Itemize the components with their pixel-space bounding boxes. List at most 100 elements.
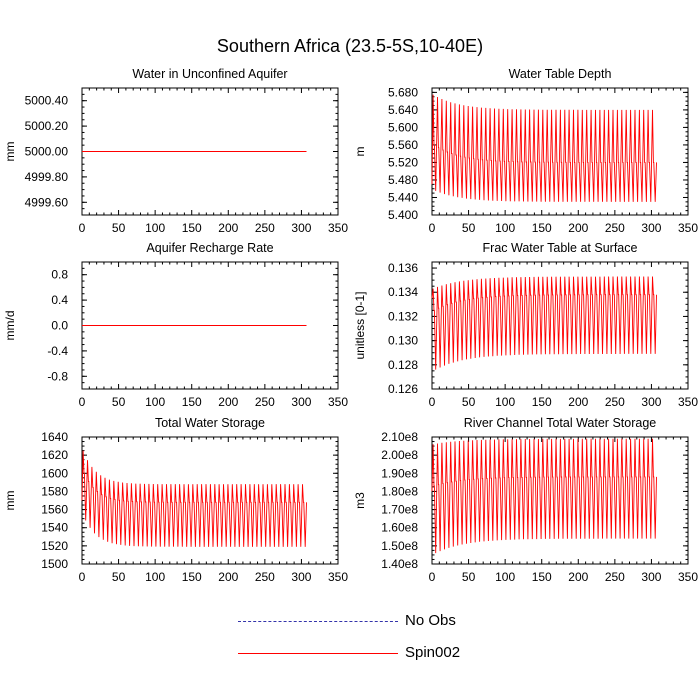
y-tick-label: 5.640 bbox=[388, 103, 418, 117]
y-tick-label: 0.132 bbox=[388, 309, 418, 323]
y-tick-label: 5000.40 bbox=[25, 94, 69, 108]
y-tick-label: 2.10e8 bbox=[381, 430, 418, 444]
y-tick-label: 1.80e8 bbox=[381, 484, 418, 498]
panel-title: Water Table Depth bbox=[509, 67, 612, 81]
legend-label-no-obs: No Obs bbox=[405, 612, 456, 629]
x-tick-label: 250 bbox=[605, 395, 625, 409]
y-tick-label: 5.440 bbox=[388, 190, 418, 204]
x-tick-label: 250 bbox=[255, 395, 275, 409]
y-tick-label: 1.90e8 bbox=[381, 466, 418, 480]
x-tick-label: 200 bbox=[568, 395, 588, 409]
x-tick-label: 350 bbox=[328, 221, 348, 235]
y-tick-label: 5000.00 bbox=[25, 145, 69, 159]
x-tick-label: 100 bbox=[495, 221, 515, 235]
chart-panel-2: Water Table Depth 0 50 100 150 200 250 300 350 5.… bbox=[353, 67, 698, 235]
chart-panel-3: Aquifer Recharge Rate 0 50 100 150 200 250 300 3… bbox=[3, 241, 348, 409]
panel-title: Total Water Storage bbox=[155, 416, 265, 430]
series-line-spin002 bbox=[431, 438, 657, 554]
y-tick-label: 1560 bbox=[41, 503, 68, 517]
x-tick-label: 350 bbox=[678, 395, 698, 409]
x-tick-label: 50 bbox=[462, 221, 476, 235]
y-tick-label: 5.400 bbox=[388, 208, 418, 222]
y-axis-label: m3 bbox=[353, 492, 367, 509]
x-tick-label: 0 bbox=[429, 395, 436, 409]
y-tick-label: 1500 bbox=[41, 557, 68, 571]
y-tick-label: 1.50e8 bbox=[381, 539, 418, 553]
x-tick-label: 100 bbox=[495, 395, 515, 409]
legend-swatch-no-obs bbox=[238, 621, 398, 622]
panel-title: Water in Unconfined Aquifer bbox=[132, 67, 287, 81]
y-tick-label: 4999.60 bbox=[25, 195, 69, 209]
panel-title: Frac Water Table at Surface bbox=[483, 241, 638, 255]
x-tick-label: 250 bbox=[255, 221, 275, 235]
y-tick-label: 5.480 bbox=[388, 173, 418, 187]
x-tick-label: 50 bbox=[462, 395, 476, 409]
y-tick-label: 0.134 bbox=[388, 285, 418, 299]
y-axis-label: unitless [0-1] bbox=[353, 291, 367, 359]
x-tick-label: 0 bbox=[429, 570, 436, 584]
legend: No Obs Spin002 bbox=[230, 610, 530, 690]
y-axis-label: mm bbox=[3, 142, 17, 162]
chart-panel-6: River Channel Total Water Storage 0 50 100 1… bbox=[353, 416, 698, 584]
x-tick-label: 200 bbox=[218, 570, 238, 584]
legend-swatch-spin002 bbox=[238, 653, 398, 654]
y-tick-label: 1.70e8 bbox=[381, 503, 418, 517]
legend-item-no-obs: No Obs bbox=[230, 610, 530, 634]
chart-panel-1: Water in Unconfined Aquifer 0 50 100 150 200 2… bbox=[3, 67, 348, 235]
x-tick-label: 350 bbox=[678, 570, 698, 584]
series-line-spin002 bbox=[431, 94, 657, 202]
y-axis-label: mm/d bbox=[3, 311, 17, 341]
chart-panel-5: Total Water Storage 0 50 100 150 200 250 300 350… bbox=[3, 416, 348, 584]
x-tick-label: 200 bbox=[568, 221, 588, 235]
series-line-spin002 bbox=[431, 276, 657, 370]
y-tick-label: 2.00e8 bbox=[381, 448, 418, 462]
x-tick-label: 250 bbox=[605, 570, 625, 584]
y-tick-label: 5.520 bbox=[388, 155, 418, 169]
x-tick-label: 50 bbox=[462, 570, 476, 584]
y-tick-label: 1520 bbox=[41, 539, 68, 553]
y-tick-label: 5.600 bbox=[388, 120, 418, 134]
x-tick-label: 150 bbox=[182, 570, 202, 584]
y-tick-label: 4999.80 bbox=[25, 170, 69, 184]
x-tick-label: 100 bbox=[145, 570, 165, 584]
x-tick-label: 350 bbox=[328, 570, 348, 584]
series-line-spin002 bbox=[81, 450, 307, 547]
x-tick-label: 100 bbox=[145, 221, 165, 235]
x-tick-label: 300 bbox=[641, 221, 661, 235]
x-tick-label: 200 bbox=[568, 570, 588, 584]
y-tick-label: 5.560 bbox=[388, 138, 418, 152]
plot-frame bbox=[431, 261, 689, 390]
panel-title: River Channel Total Water Storage bbox=[464, 416, 657, 430]
y-tick-label: -0.4 bbox=[47, 344, 68, 358]
x-tick-label: 100 bbox=[495, 570, 515, 584]
x-tick-label: 350 bbox=[328, 395, 348, 409]
y-tick-label: 0.8 bbox=[51, 268, 68, 282]
x-tick-label: 0 bbox=[79, 221, 86, 235]
x-tick-label: 150 bbox=[532, 570, 552, 584]
y-tick-label: 1600 bbox=[41, 466, 68, 480]
y-tick-label: 0.4 bbox=[51, 293, 68, 307]
chart-panel-4: Frac Water Table at Surface 0 50 100 150 200 2… bbox=[353, 241, 698, 409]
x-tick-label: 300 bbox=[641, 570, 661, 584]
y-tick-label: 1640 bbox=[41, 430, 68, 444]
y-tick-label: 5.680 bbox=[388, 85, 418, 99]
y-tick-label: 1580 bbox=[41, 484, 68, 498]
x-tick-label: 250 bbox=[605, 221, 625, 235]
x-tick-label: 150 bbox=[182, 221, 202, 235]
x-tick-label: 150 bbox=[532, 395, 552, 409]
x-tick-label: 50 bbox=[112, 570, 126, 584]
figure-title: Southern Africa (23.5-5S,10-40E) bbox=[216, 36, 484, 56]
y-axis-label: m bbox=[353, 147, 367, 157]
y-tick-label: 0.128 bbox=[388, 358, 418, 372]
x-tick-label: 300 bbox=[291, 221, 311, 235]
y-tick-label: 5000.20 bbox=[25, 119, 69, 133]
y-tick-label: -0.8 bbox=[47, 369, 68, 383]
x-tick-label: 100 bbox=[145, 395, 165, 409]
x-tick-label: 0 bbox=[79, 570, 86, 584]
y-tick-label: 1540 bbox=[41, 521, 68, 535]
legend-item-spin002: Spin002 bbox=[230, 642, 530, 666]
y-tick-label: 1.40e8 bbox=[381, 557, 418, 571]
x-tick-label: 50 bbox=[112, 395, 126, 409]
y-tick-label: 1.60e8 bbox=[381, 521, 418, 535]
x-tick-label: 300 bbox=[291, 570, 311, 584]
